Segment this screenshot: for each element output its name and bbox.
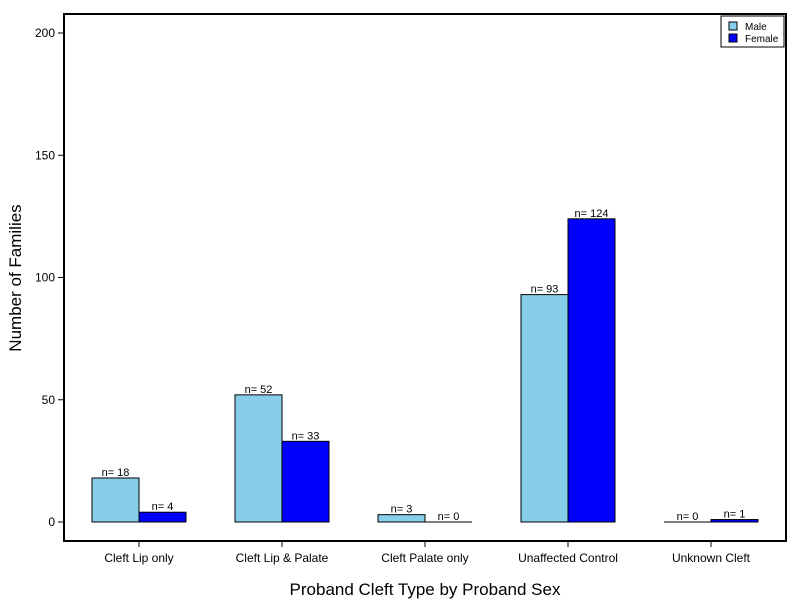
- plot-frame: [63, 13, 787, 542]
- data-label: n= 93: [531, 284, 559, 296]
- x-axis: Cleft Lip only Cleft Lip & Palate Cleft Pa…: [104, 541, 751, 565]
- bar-female: [567, 218, 616, 523]
- x-tick-label: Cleft Lip only: [104, 551, 173, 565]
- bar-female: [281, 440, 330, 523]
- data-label: n= 18: [102, 467, 130, 479]
- y-tick-label: 150: [35, 148, 55, 162]
- data-label: n= 1: [724, 509, 746, 521]
- data-label: n= 124: [575, 208, 609, 220]
- bar-female: [710, 519, 759, 523]
- bar-male: [377, 514, 426, 523]
- bar-male: [520, 294, 569, 523]
- legend-swatch-male: [728, 21, 738, 31]
- legend: Male Female: [720, 15, 785, 48]
- data-label: n= 52: [245, 384, 273, 396]
- x-tick-label: Unknown Cleft: [672, 551, 751, 565]
- x-axis-title: Proband Cleft Type by Proband Sex: [290, 580, 561, 599]
- bar-labels-group: n= 18 n= 52 n= 3 n= 93 n= 0 n= 4 n= 33 n= 0 n= 1…: [102, 208, 746, 523]
- data-label: n= 33: [292, 430, 320, 442]
- y-axis: 0 50 100 150 200: [35, 26, 64, 529]
- x-tick-label: Cleft Palate only: [381, 551, 468, 565]
- data-label: n= 0: [438, 511, 460, 523]
- y-tick-label: 50: [42, 393, 56, 407]
- legend-label-female: Female: [745, 34, 779, 45]
- y-tick-label: 100: [35, 271, 55, 285]
- legend-swatch-female: [728, 33, 738, 43]
- data-label: n= 4: [152, 501, 174, 513]
- x-tick-label: Cleft Lip & Palate: [236, 551, 329, 565]
- bars-group: [91, 218, 759, 523]
- bar-male: [234, 394, 283, 523]
- data-label: n= 0: [677, 511, 699, 523]
- bar-male: [91, 477, 140, 523]
- y-axis-title: Number of Families: [6, 204, 25, 351]
- legend-label-male: Male: [745, 22, 767, 33]
- data-label: n= 3: [391, 504, 413, 516]
- y-tick-label: 200: [35, 26, 55, 40]
- y-tick-label: 0: [48, 515, 55, 529]
- x-tick-label: Unaffected Control: [518, 551, 618, 565]
- bar-female: [138, 511, 187, 523]
